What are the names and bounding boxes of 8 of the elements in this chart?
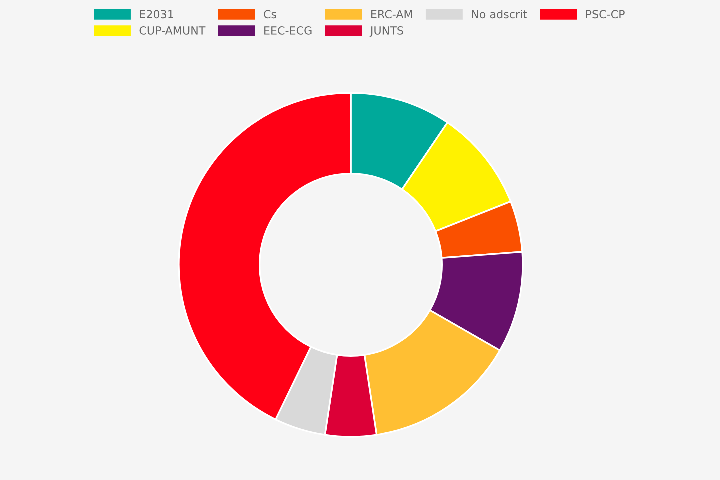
legend-label: No adscrit xyxy=(472,10,528,19)
legend-label: EEC-ECG xyxy=(264,26,312,35)
legend-label: E2031 xyxy=(140,10,174,19)
legend-label: PSC-CP xyxy=(586,10,625,19)
legend-label: ERC-AM xyxy=(372,10,412,19)
legend-label: CUP-AMUNT xyxy=(140,26,206,35)
legend-label: Cs xyxy=(264,10,276,19)
legend-label: JUNTS xyxy=(370,26,404,37)
